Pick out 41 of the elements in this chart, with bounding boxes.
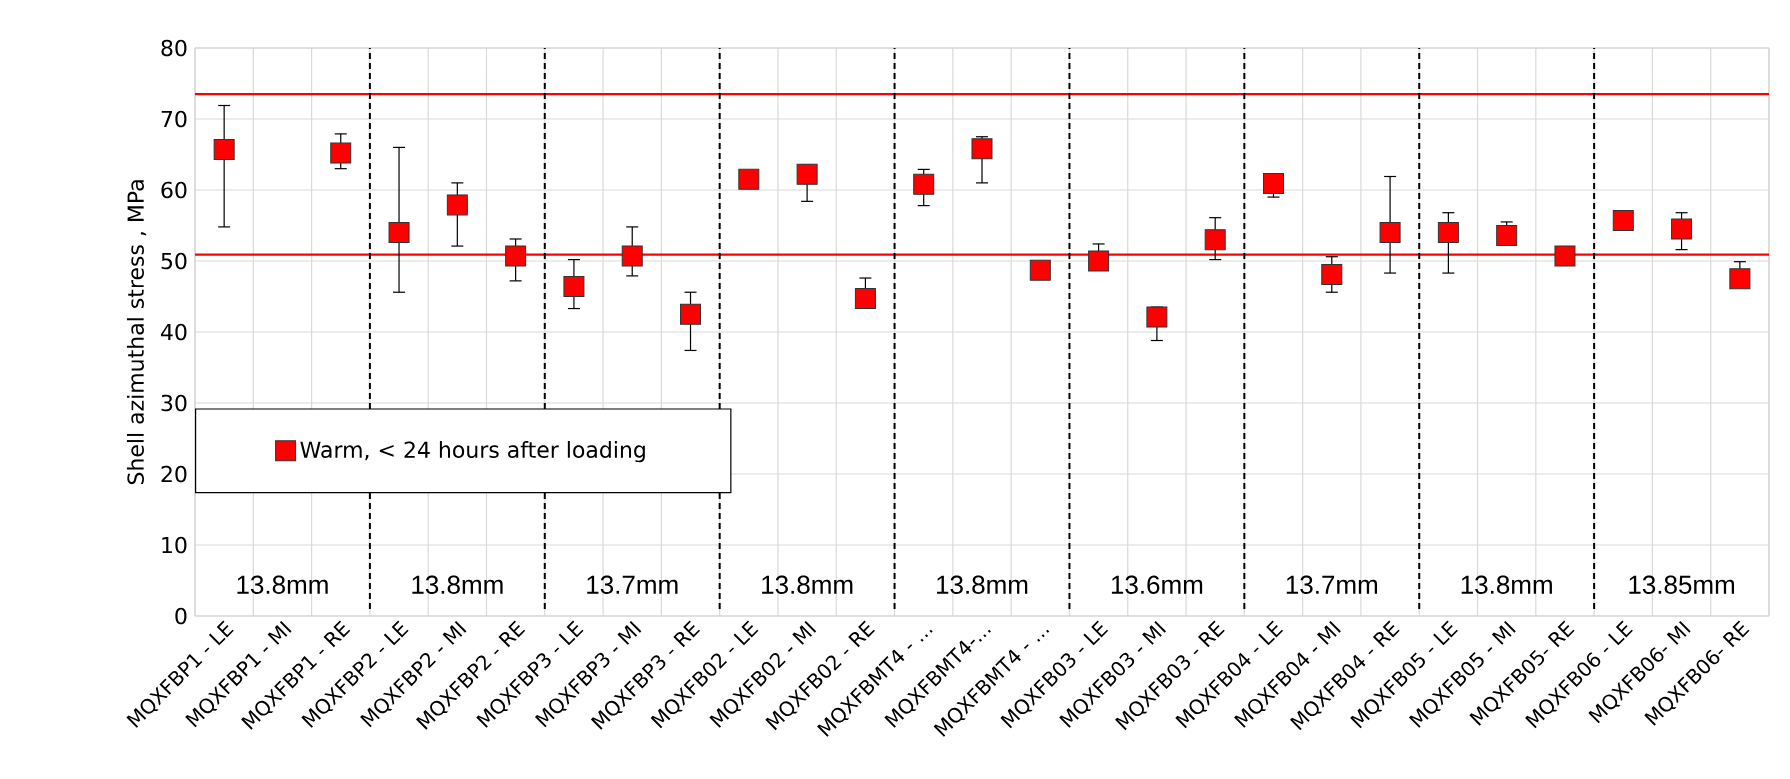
legend-label: Warm, < 24 hours after loading [300,440,645,463]
annotation: 13.7mm [1286,575,1378,594]
point [563,276,585,298]
point [1088,250,1110,272]
annotation: 13.8mm [1461,575,1552,594]
point [1554,245,1576,267]
annotation: 13.8mm [237,575,328,594]
y-tick-label: 30 [161,394,187,412]
point [213,139,235,161]
annotation: 13.8mm [762,575,853,594]
point [680,303,702,325]
annotation: 13.6mm [1111,575,1203,594]
y-tick-label: 80 [161,39,187,57]
point [1496,224,1518,246]
point [621,245,643,267]
annotation: 13.7mm [587,575,678,594]
point [388,222,410,244]
y-tick-label: 10 [162,536,187,554]
y-tick-label: 0 [175,607,187,625]
point [330,142,352,164]
annotation: 13.8mm [412,575,503,594]
y-tick-label: 70 [161,110,187,128]
point [1612,210,1634,232]
point [738,168,760,190]
annotation: 13.85mm [1629,575,1735,594]
y-tick-label: 60 [161,181,187,199]
annotation: 13.8mm [937,575,1028,594]
point [1262,173,1284,195]
point [1729,268,1751,290]
y-tick-label: 50 [161,252,187,270]
point [1379,222,1401,244]
point [1029,259,1051,281]
point [1146,306,1168,328]
point [1437,222,1459,244]
y-axis-title: Shell azimuthal stress , MPa [126,180,147,485]
y-tick-label: 40 [161,323,187,341]
y-tick-label: 20 [161,465,187,483]
point [854,288,876,310]
point [505,245,527,267]
point [1671,218,1693,240]
point [446,194,468,216]
